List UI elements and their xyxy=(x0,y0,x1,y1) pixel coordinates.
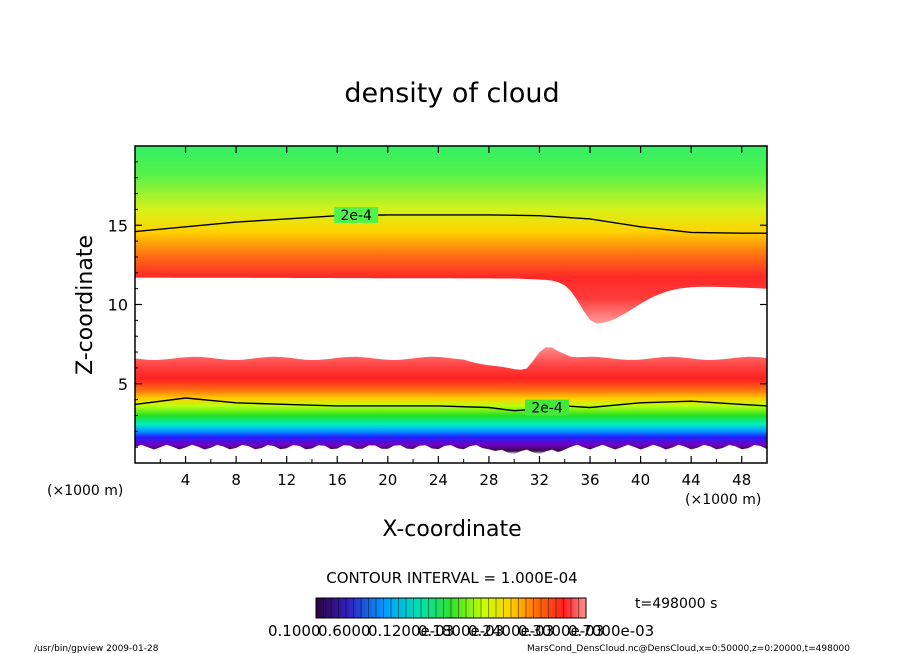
y-tick-label-0: 5 xyxy=(118,375,128,394)
x-tick-label-10: 44 xyxy=(682,471,701,489)
footer-right: MarsCond_DensCloud.nc@DensCloud,x=0:5000… xyxy=(527,644,850,654)
plot-area: 2e-4 2e-4 xyxy=(135,146,767,463)
colorbar-label-4: 0.2400e-03 xyxy=(468,622,554,640)
x-tick-label-8: 36 xyxy=(580,471,599,489)
contour-label-bg-1 xyxy=(525,399,570,416)
footer-left: /usr/bin/gpview 2009-01-28 xyxy=(34,644,159,654)
colorbar-label-3: 0.1800e-03 xyxy=(418,622,504,640)
x-tick-label-1: 8 xyxy=(231,471,241,489)
colorbar-label-5: 0.3000e-03 xyxy=(518,622,604,640)
x-tick-label-6: 28 xyxy=(479,471,498,489)
x-tick-label-4: 20 xyxy=(378,471,397,489)
x-tick-label-11: 48 xyxy=(732,471,751,489)
upper-cloud-band xyxy=(135,146,767,324)
y-axis-label: Z-coordinate xyxy=(73,235,98,375)
colorbar-label-0: 0.1000 xyxy=(268,622,321,640)
contour-label-bg-0 xyxy=(334,206,379,223)
x-tick-label-5: 24 xyxy=(429,471,448,489)
contour-label-0: 2e-4 xyxy=(340,208,372,224)
colorbar-dividers xyxy=(323,598,579,618)
chart-title: density of cloud xyxy=(344,78,559,109)
lower-cloud-band xyxy=(135,347,767,455)
contour-interval-text: CONTOUR INTERVAL = 1.000E-04 xyxy=(326,569,577,587)
time-text: t=498000 s xyxy=(635,596,717,612)
contour-label-1: 2e-4 xyxy=(531,401,563,417)
x-tick-label-9: 40 xyxy=(631,471,650,489)
y-tick-label-1: 10 xyxy=(108,296,128,315)
x-unit-left: (×1000 m) xyxy=(47,483,123,499)
contour-line-1 xyxy=(135,397,767,412)
colorbar-label-6: 0.7000e-03 xyxy=(568,622,654,640)
x-tick-label-3: 16 xyxy=(328,471,347,489)
x-unit-right: (×1000 m) xyxy=(685,492,761,508)
y-tick-label-2: 15 xyxy=(108,216,128,235)
colorbar-label-2: 0.1200e-03 xyxy=(368,622,454,640)
x-tick-label-0: 4 xyxy=(181,471,191,489)
contour-line-0 xyxy=(135,214,767,234)
x-tick-label-7: 32 xyxy=(530,471,549,489)
colorbar-label-1: 0.6000 xyxy=(318,622,371,640)
x-axis-label: X-coordinate xyxy=(382,517,521,542)
x-tick-label-2: 12 xyxy=(277,471,296,489)
